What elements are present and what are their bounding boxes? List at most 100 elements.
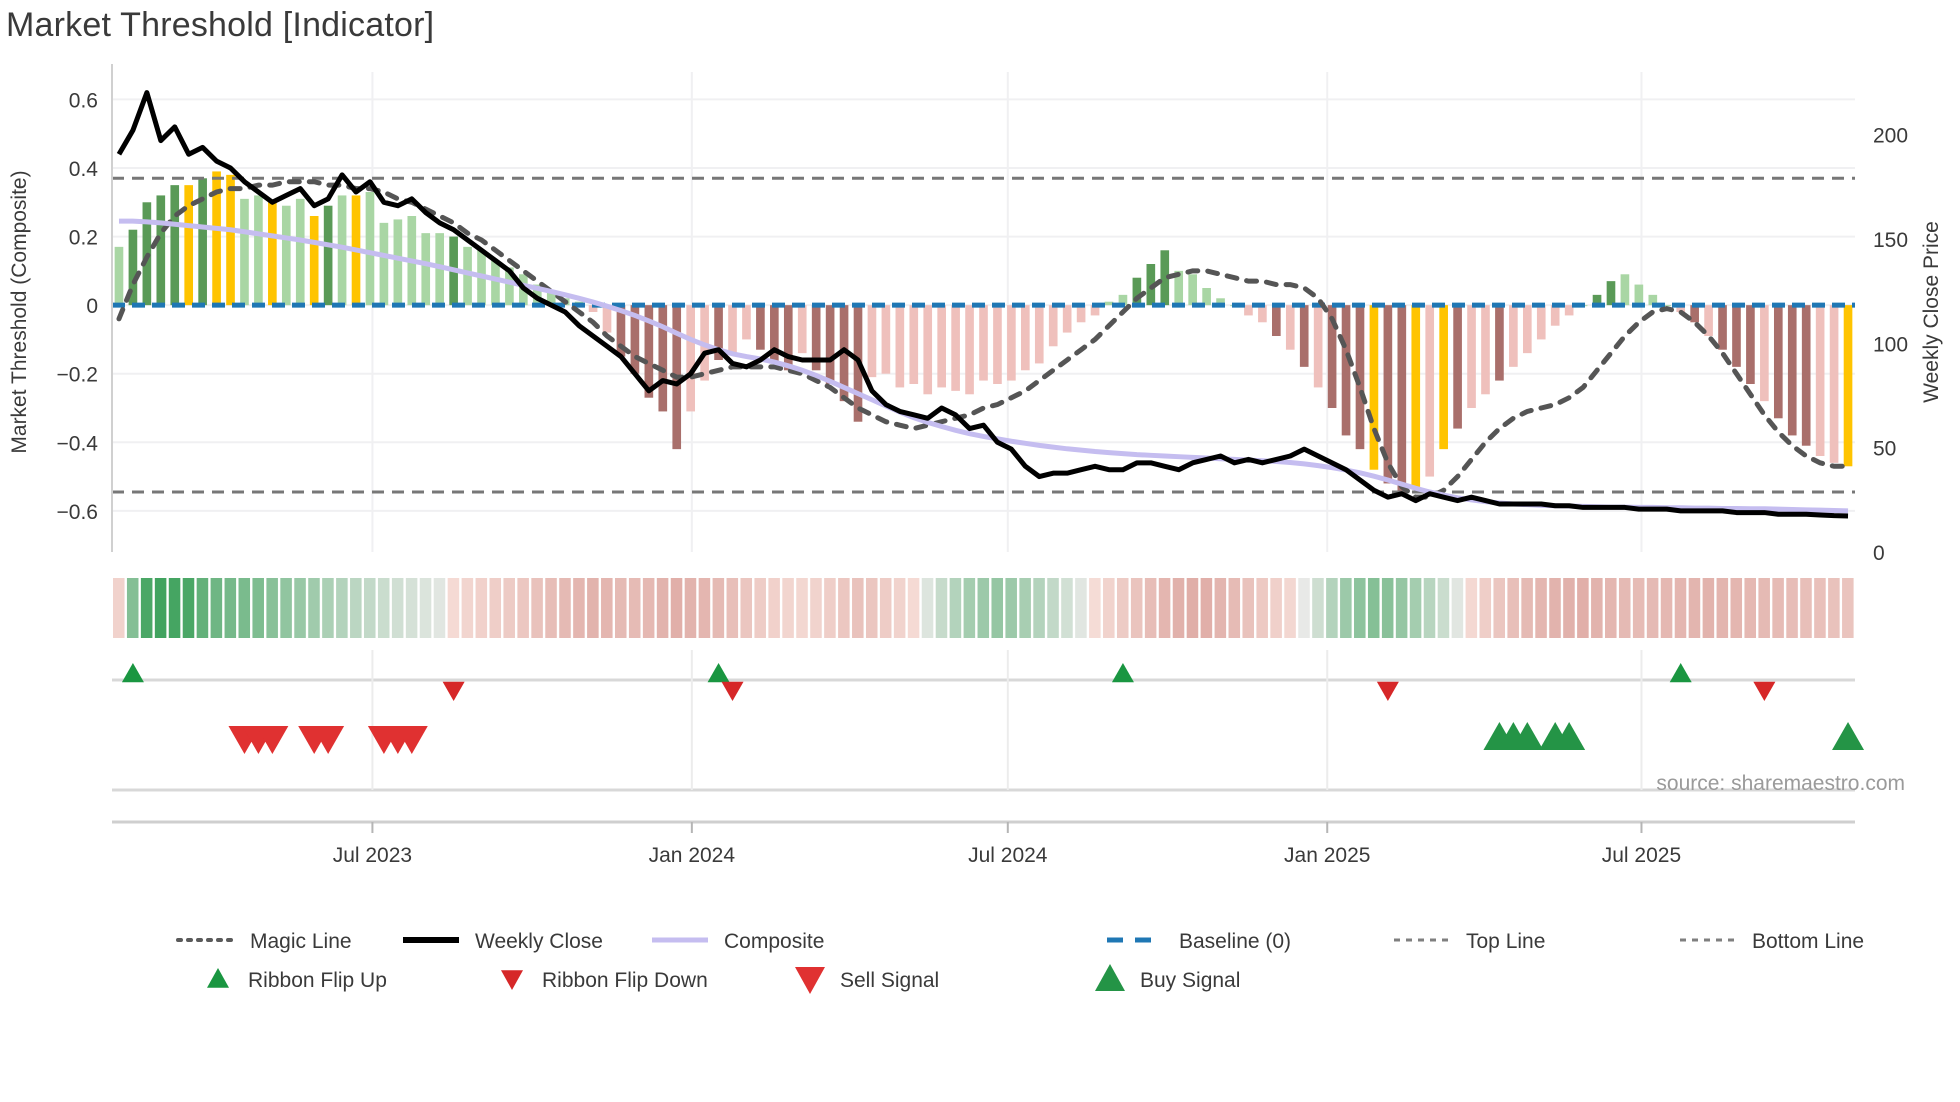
- legend-marker-sample: [501, 970, 523, 990]
- histogram-bar: [1564, 305, 1574, 316]
- ribbon-cell: [182, 578, 195, 638]
- histogram-bar: [909, 305, 919, 384]
- ribbon-cell: [447, 578, 460, 638]
- legend-marker-item-2[interactable]: Sell Signal: [840, 969, 939, 992]
- histogram-bar: [1062, 305, 1072, 333]
- ribbon-cell: [126, 578, 139, 638]
- buy-signal-marker: [1511, 722, 1544, 750]
- histogram-bar: [867, 305, 877, 378]
- histogram-bar: [1829, 305, 1839, 463]
- legend-item-3[interactable]: Baseline (0): [1179, 930, 1291, 953]
- histogram-bar: [1090, 305, 1100, 316]
- left-axis-tick-label: 0.4: [69, 158, 99, 181]
- ribbon-cell: [336, 578, 348, 638]
- histogram-bar: [1481, 305, 1490, 395]
- legend-marker-item-1[interactable]: Ribbon Flip Down: [542, 969, 708, 992]
- histogram-bar: [1202, 288, 1211, 306]
- ribbon-cell: [1549, 578, 1561, 638]
- ribbon-cell: [1535, 578, 1547, 638]
- ribbon-cell: [810, 578, 822, 638]
- ribbon-cell: [712, 578, 725, 638]
- left-axis-tick-label: 0: [86, 295, 98, 318]
- right-axis-title: Weekly Close Price: [1920, 221, 1943, 403]
- right-axis-tick-label: 200: [1873, 125, 1908, 148]
- ribbon-cell: [991, 578, 1004, 638]
- ribbon-cell: [545, 578, 557, 638]
- legend-item-2[interactable]: Composite: [724, 930, 824, 953]
- histogram-bar: [923, 305, 933, 395]
- ribbon-cell: [294, 578, 306, 638]
- ribbon-cell: [642, 578, 655, 638]
- ribbon-cell: [154, 578, 167, 638]
- legend-item-4[interactable]: Top Line: [1466, 930, 1545, 953]
- ribbon-cell: [684, 578, 697, 638]
- ribbon-cell: [503, 578, 515, 638]
- x-axis-tick-label: Jul 2023: [333, 844, 412, 867]
- histogram-bar: [1034, 305, 1044, 364]
- ribbon-cell: [1186, 578, 1199, 638]
- histogram-bar: [379, 222, 389, 306]
- ribbon-cell: [1033, 578, 1045, 638]
- histogram-bar: [421, 233, 431, 306]
- ribbon-cell: [1842, 578, 1854, 638]
- ribbon-flip-down-marker: [442, 681, 465, 701]
- legend-item-5[interactable]: Bottom Line: [1752, 930, 1864, 953]
- ribbon-cell: [168, 578, 181, 638]
- ribbon-cell: [559, 578, 571, 638]
- ribbon-cell: [656, 578, 669, 638]
- ribbon-cell: [1660, 578, 1673, 638]
- ribbon-cell: [280, 578, 292, 638]
- legend-item-1[interactable]: Weekly Close: [475, 930, 603, 953]
- ribbon-cell: [1618, 578, 1631, 638]
- legend-group: Magic Line Weekly Close Composite Baseline …: [176, 930, 1864, 994]
- histogram-bar: [1258, 305, 1267, 323]
- legend-marker-item-0[interactable]: Ribbon Flip Up: [248, 969, 387, 992]
- histogram-bar: [756, 305, 765, 350]
- ribbon-cell: [782, 578, 794, 638]
- histogram-bar: [783, 305, 793, 371]
- ribbon-cell: [238, 578, 251, 638]
- legend-marker-sample: [795, 967, 825, 994]
- right-axis-tick-label: 150: [1873, 229, 1908, 252]
- histogram-bar: [1216, 298, 1225, 306]
- ribbon-cell: [1326, 578, 1338, 638]
- legend-marker-item-3[interactable]: Buy Signal: [1140, 969, 1240, 992]
- ribbon-cell: [698, 578, 711, 638]
- legend-item-0[interactable]: Magic Line: [250, 930, 352, 953]
- ribbon-cell: [1493, 578, 1505, 638]
- histogram-bar: [1676, 305, 1686, 312]
- ribbon-cell: [517, 578, 529, 638]
- ribbon-cell: [754, 578, 766, 638]
- legend-marker-sample: [207, 968, 229, 988]
- histogram-bar: [951, 305, 960, 391]
- ribbon-cell: [1423, 578, 1436, 638]
- ribbon-cell: [1172, 578, 1185, 638]
- histogram-bar: [979, 305, 988, 381]
- ribbon-cell: [1828, 578, 1840, 638]
- histogram-bar: [1746, 305, 1755, 384]
- histogram-bar: [1648, 294, 1658, 306]
- ribbon-cell: [1075, 578, 1087, 638]
- ribbon-cell: [210, 578, 223, 638]
- histogram-bar: [588, 305, 598, 312]
- histogram-bar: [1606, 281, 1616, 306]
- histogram-bar: [1174, 270, 1184, 306]
- histogram-bar: [170, 185, 180, 306]
- ribbon-cell: [140, 578, 153, 638]
- histogram-bar: [742, 305, 751, 340]
- ribbon-cell: [1200, 578, 1213, 638]
- histogram-bar: [1718, 305, 1727, 350]
- ribbon-cell: [1563, 578, 1575, 638]
- ribbon-cell: [740, 578, 753, 638]
- histogram-bar: [811, 305, 821, 371]
- histogram-bar: [1760, 305, 1769, 402]
- left-axis-tick-label: −0.6: [57, 501, 98, 524]
- ribbon-cell: [893, 578, 906, 638]
- histogram-bar: [156, 195, 166, 306]
- ribbon-flip-up-marker: [121, 663, 144, 683]
- ribbon-cell: [768, 578, 780, 638]
- histogram-bar: [128, 229, 138, 306]
- ribbon-cell: [865, 578, 878, 638]
- ribbon-cell: [1758, 578, 1770, 638]
- histogram-bar: [393, 219, 403, 306]
